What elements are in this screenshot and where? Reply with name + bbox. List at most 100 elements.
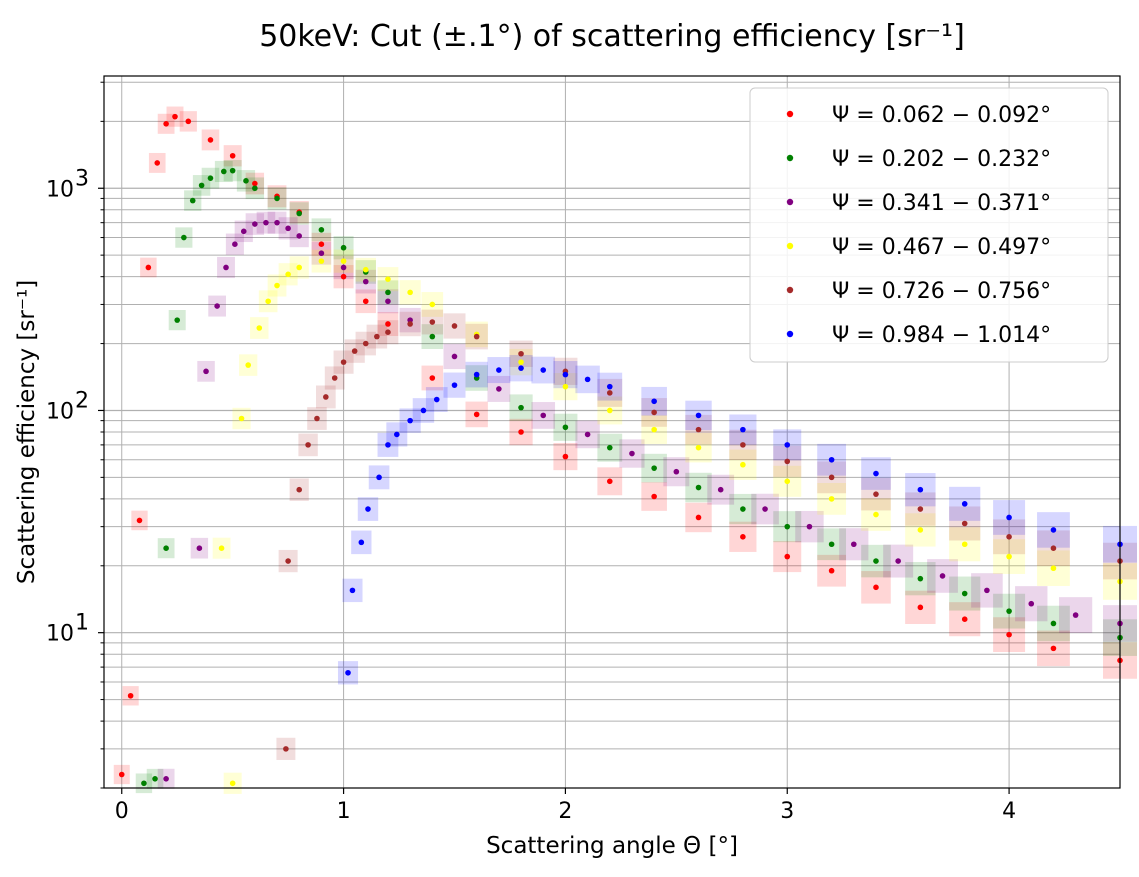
- data-point: [1050, 620, 1057, 627]
- data-point: [318, 258, 325, 264]
- data-point: [1072, 612, 1079, 618]
- data-point: [362, 266, 369, 273]
- data-point: [1006, 608, 1012, 614]
- data-point: [784, 458, 791, 465]
- data-point: [238, 415, 245, 422]
- data-point: [917, 527, 924, 533]
- data-point: [629, 450, 635, 457]
- data-point: [917, 604, 924, 611]
- data-point: [828, 567, 835, 574]
- x-axis-ticks: 0 1 2 3 4: [115, 788, 1016, 824]
- data-point: [429, 333, 436, 340]
- data-point: [181, 234, 187, 241]
- legend-marker: [786, 154, 794, 162]
- data-point: [245, 362, 251, 368]
- y-tick-exponent: 3: [75, 166, 89, 191]
- data-point: [651, 493, 657, 500]
- y-tick-exponent: 1: [75, 611, 89, 636]
- data-point: [374, 333, 380, 340]
- data-point: [651, 409, 657, 416]
- data-point: [429, 375, 436, 381]
- data-point: [240, 228, 247, 235]
- data-point: [1006, 534, 1012, 540]
- data-point: [207, 137, 214, 143]
- data-point: [1006, 631, 1012, 638]
- data-point: [740, 534, 746, 540]
- data-point: [451, 323, 458, 329]
- x-tick-label: 1: [337, 799, 351, 824]
- data-point: [185, 118, 192, 125]
- data-point: [828, 456, 835, 463]
- data-points: [118, 113, 1123, 787]
- x-tick-label: 3: [780, 799, 794, 824]
- data-point: [562, 371, 569, 378]
- y-tick-label: 10: [46, 399, 74, 424]
- data-point: [518, 359, 524, 365]
- data-point: [873, 491, 879, 497]
- data-point: [362, 278, 369, 285]
- legend-marker: [786, 242, 794, 250]
- data-point: [895, 558, 901, 564]
- data-point: [174, 317, 181, 323]
- legend-marker: [786, 286, 794, 294]
- data-point: [984, 587, 990, 594]
- data-point: [141, 780, 147, 787]
- data-point: [651, 465, 657, 471]
- legend-item: Ψ = 0.202 − 0.232°: [786, 147, 1051, 172]
- data-point: [385, 442, 391, 448]
- data-point: [961, 501, 968, 507]
- data-point: [214, 303, 220, 309]
- data-point: [314, 415, 320, 422]
- data-point: [358, 539, 365, 546]
- data-point: [385, 298, 391, 305]
- data-point: [429, 319, 436, 325]
- data-point: [256, 325, 263, 331]
- data-point: [265, 298, 271, 305]
- data-point: [961, 541, 968, 548]
- data-point: [331, 375, 338, 381]
- data-point: [296, 264, 303, 271]
- data-point: [340, 359, 347, 365]
- data-point: [606, 444, 613, 451]
- data-point: [828, 496, 835, 502]
- data-point: [263, 219, 269, 226]
- data-point: [163, 776, 169, 782]
- data-point: [873, 470, 879, 477]
- data-point: [118, 771, 125, 778]
- y-tick-label: 10: [46, 622, 74, 647]
- data-point: [562, 383, 569, 390]
- data-point: [695, 484, 702, 491]
- legend: Ψ = 0.062 − 0.092° Ψ = 0.202 − 0.232° Ψ = …: [749, 87, 1109, 363]
- data-point: [917, 486, 924, 493]
- data-point: [385, 276, 391, 282]
- data-point: [473, 411, 480, 418]
- data-point: [961, 616, 968, 622]
- data-point: [376, 474, 382, 481]
- data-point: [285, 271, 291, 278]
- data-point: [518, 404, 524, 411]
- data-point: [673, 468, 680, 475]
- data-point: [296, 486, 303, 493]
- data-point: [651, 398, 657, 405]
- data-point: [1006, 553, 1012, 560]
- legend-marker: [786, 110, 794, 118]
- data-point: [784, 478, 791, 485]
- data-point: [229, 780, 236, 787]
- data-point: [203, 368, 209, 375]
- data-point: [717, 486, 724, 493]
- data-point: [340, 264, 347, 271]
- data-point: [873, 558, 879, 564]
- data-point: [695, 514, 702, 521]
- data-point: [473, 371, 480, 378]
- legend-label: Ψ = 0.202 − 0.232°: [832, 147, 1051, 172]
- data-point: [407, 321, 413, 327]
- data-point: [207, 175, 214, 181]
- data-point: [385, 321, 391, 327]
- data-point: [562, 424, 569, 431]
- data-point: [518, 350, 524, 357]
- data-point: [274, 219, 280, 226]
- data-point: [283, 746, 289, 752]
- data-point: [606, 407, 613, 414]
- data-point: [1050, 565, 1057, 572]
